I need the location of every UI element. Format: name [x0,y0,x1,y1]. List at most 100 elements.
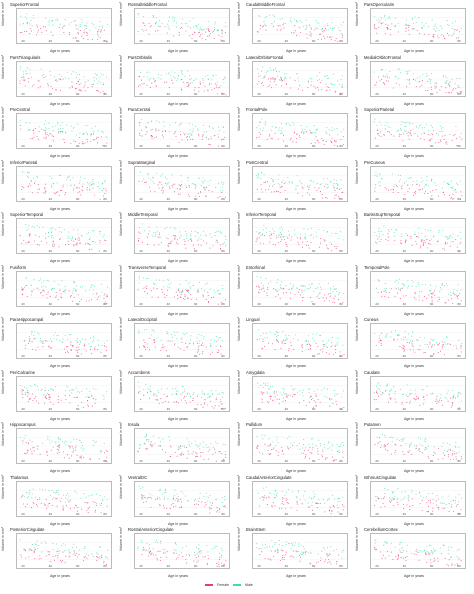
point-male [66,178,68,180]
point-female [69,86,71,88]
panel-accumbens: Accumbens Volume in mm³ Age in years 20 40 60… [118,370,236,424]
point-female [148,496,150,498]
point-male [41,551,43,553]
point-female [173,295,176,298]
point-male [278,79,281,81]
point-female [210,296,213,298]
point-male [417,80,419,83]
point-female [202,295,204,297]
point-male [52,237,54,239]
point-female [77,31,79,34]
point-female [20,128,22,130]
point-female [199,190,202,192]
point-female [145,29,147,31]
point-male [450,241,452,243]
point-female [299,293,301,295]
point-female [380,340,382,342]
point-male [399,178,401,180]
point-male [95,441,97,443]
point-male [273,15,275,17]
point-male [79,340,81,342]
point-male [43,394,45,396]
point-male [90,395,92,397]
point-male [158,20,160,22]
point-female [76,244,78,246]
point-male [186,438,188,440]
point-female [58,449,60,451]
point-male [399,278,401,280]
point-male [182,333,184,335]
point-female [280,286,282,288]
plot-area: 20 40 60 80 [252,60,348,97]
point-male [269,14,271,16]
point-male [333,73,335,75]
point-male [379,180,381,183]
point-male [405,394,407,396]
x-axis-label: Age in years [286,154,306,158]
point-female [224,407,226,409]
plot-area: 20 40 60 80 [370,165,466,202]
point-male [311,443,314,445]
point-female [302,346,304,348]
point-male [47,435,49,437]
point-male [103,395,105,398]
point-male [204,393,206,395]
point-female [158,402,160,404]
point-male [302,447,304,449]
point-male [386,384,388,386]
point-male [55,229,57,231]
point-male [217,393,219,395]
point-female [33,450,35,452]
point-male [316,448,319,450]
point-male [305,19,307,21]
point-female [63,348,65,350]
point-male [191,124,194,126]
point-female [105,189,107,191]
point-female [459,90,461,92]
point-female [428,133,430,136]
point-male [68,23,70,25]
point-female [36,26,39,28]
point-male [168,16,171,18]
point-male [224,242,226,244]
point-male [64,550,66,552]
point-female [437,35,439,37]
point-male [439,290,441,292]
point-female [45,137,47,139]
point-male [218,289,220,291]
point-male [398,281,400,283]
point-female [82,185,84,187]
point-female [148,22,150,24]
point-female [37,31,39,33]
point-male [56,181,58,183]
point-female [21,388,23,391]
point-female [72,346,74,348]
point-female [455,87,457,89]
point-female [187,288,189,291]
point-male [160,77,162,79]
x-tick-label: 20 [375,302,379,306]
point-female [285,242,287,244]
point-female [88,506,91,508]
point-male [192,284,194,286]
point-female [261,233,264,235]
point-female [32,137,34,139]
point-female [225,245,227,247]
point-female [50,85,52,87]
point-male [150,442,152,444]
point-female [256,447,258,449]
point-male [222,127,224,129]
point-male [339,500,341,502]
x-tick-label: 40 [285,459,289,463]
point-female [317,453,319,455]
point-male [256,174,258,176]
point-female [423,295,425,297]
point-female [175,242,178,244]
point-female [265,25,267,27]
point-male [94,285,96,287]
point-female [388,236,390,238]
point-male [57,488,59,491]
point-male [386,287,388,289]
point-male [193,391,195,393]
point-female [291,287,293,289]
